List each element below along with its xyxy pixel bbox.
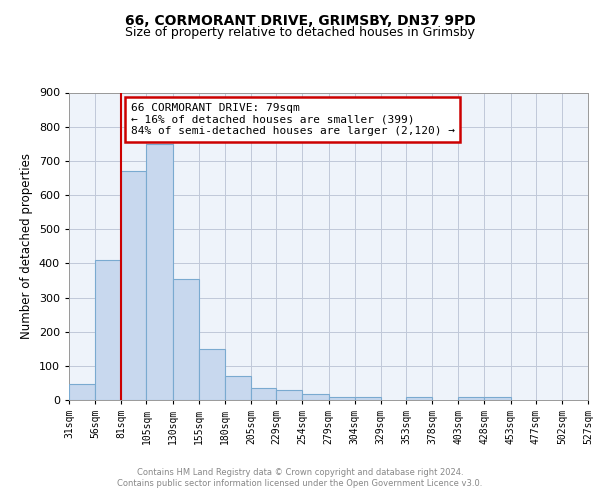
Bar xyxy=(146,144,173,400)
Text: Contains HM Land Registry data © Crown copyright and database right 2024.
Contai: Contains HM Land Registry data © Crown c… xyxy=(118,468,482,487)
Bar xyxy=(406,398,432,400)
Y-axis label: Number of detached properties: Number of detached properties xyxy=(20,153,33,339)
Bar xyxy=(458,398,484,400)
Bar xyxy=(355,398,381,400)
Text: 66 CORMORANT DRIVE: 79sqm
← 16% of detached houses are smaller (399)
84% of semi: 66 CORMORANT DRIVE: 79sqm ← 16% of detac… xyxy=(131,103,455,136)
Bar xyxy=(95,260,121,400)
Bar xyxy=(199,350,225,400)
Bar xyxy=(69,384,95,400)
Bar xyxy=(121,171,146,400)
Bar xyxy=(329,396,355,400)
Bar xyxy=(173,278,199,400)
Bar xyxy=(225,376,251,400)
Bar xyxy=(276,390,302,400)
Bar xyxy=(251,388,276,400)
Bar xyxy=(302,394,329,400)
Text: 66, CORMORANT DRIVE, GRIMSBY, DN37 9PD: 66, CORMORANT DRIVE, GRIMSBY, DN37 9PD xyxy=(125,14,475,28)
Text: Size of property relative to detached houses in Grimsby: Size of property relative to detached ho… xyxy=(125,26,475,39)
Bar xyxy=(484,398,511,400)
